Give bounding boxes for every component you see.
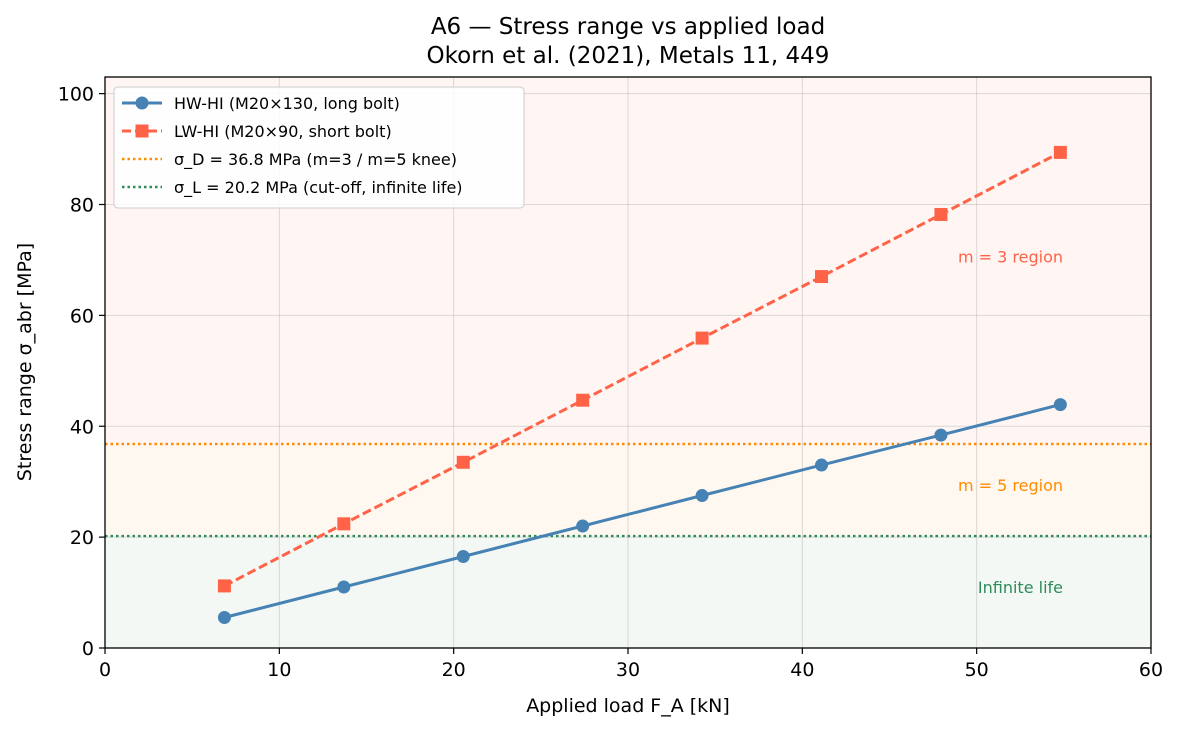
x-tick-label: 20 xyxy=(442,659,466,681)
x-tick-label: 40 xyxy=(790,659,814,681)
region-labels: m = 3 region m = 5 region Infinite life xyxy=(958,248,1063,597)
series-line xyxy=(223,151,1061,588)
data-point xyxy=(815,270,829,284)
data-point xyxy=(1053,145,1067,159)
x-tick-label: 10 xyxy=(267,659,291,681)
data-point xyxy=(695,331,709,345)
y-tick-label: 60 xyxy=(70,305,94,327)
y-axis-label: Stress range σ_abr [MPa] xyxy=(14,243,36,481)
data-point xyxy=(456,455,470,469)
legend-label: σ_L = 20.2 MPa (cut-off, infinite life) xyxy=(174,178,463,198)
chart-title: A6 — Stress range vs applied load xyxy=(431,14,825,40)
y-tick-label: 100 xyxy=(58,84,94,106)
chart-subtitle: Okorn et al. (2021), Metals 11, 449 xyxy=(427,43,830,69)
data-point xyxy=(337,517,351,531)
x-tick-label: 50 xyxy=(965,659,989,681)
data-point xyxy=(217,579,231,593)
y-tick-label: 80 xyxy=(70,195,94,217)
series-line xyxy=(224,403,1061,619)
reference-lines xyxy=(105,442,1151,538)
y-tick-label: 0 xyxy=(82,638,94,660)
legend: HW-HI (M20×130, long bolt) LW-HI (M20×90,… xyxy=(113,86,525,209)
data-point xyxy=(695,489,709,503)
x-tick-label: 60 xyxy=(1139,659,1163,681)
legend-label: HW-HI (M20×130, long bolt) xyxy=(174,94,400,113)
data-point xyxy=(456,550,470,564)
data-point xyxy=(934,207,948,221)
region-label: m = 3 region xyxy=(958,248,1063,267)
legend-marker xyxy=(135,96,149,110)
region-band xyxy=(105,536,1151,648)
region-label: m = 5 region xyxy=(958,476,1063,495)
legend-label: LW-HI (M20×90, short bolt) xyxy=(174,122,392,141)
y-axis-ticks: 0 20 40 60 80 100 xyxy=(58,84,105,660)
legend-marker xyxy=(135,124,149,138)
data-point xyxy=(337,580,351,594)
data-point xyxy=(815,458,829,472)
region-bands xyxy=(105,77,1151,648)
y-tick-label: 20 xyxy=(70,527,94,549)
y-tick-label: 40 xyxy=(70,416,94,438)
legend-label: σ_D = 36.8 MPa (m=3 / m=5 knee) xyxy=(174,150,457,170)
region-band xyxy=(105,443,1151,537)
data-point xyxy=(217,611,231,625)
data-point xyxy=(1053,398,1067,412)
data-series xyxy=(217,145,1067,625)
x-axis-label: Applied load F_A [kN] xyxy=(526,695,730,717)
data-point xyxy=(576,519,590,533)
data-point xyxy=(934,428,948,442)
region-label: Infinite life xyxy=(978,578,1063,597)
legend-box xyxy=(113,86,525,209)
x-tick-label: 30 xyxy=(616,659,640,681)
data-point xyxy=(576,393,590,407)
x-axis-ticks: 0 10 20 30 40 50 60 xyxy=(99,648,1163,681)
x-tick-label: 0 xyxy=(99,659,111,681)
